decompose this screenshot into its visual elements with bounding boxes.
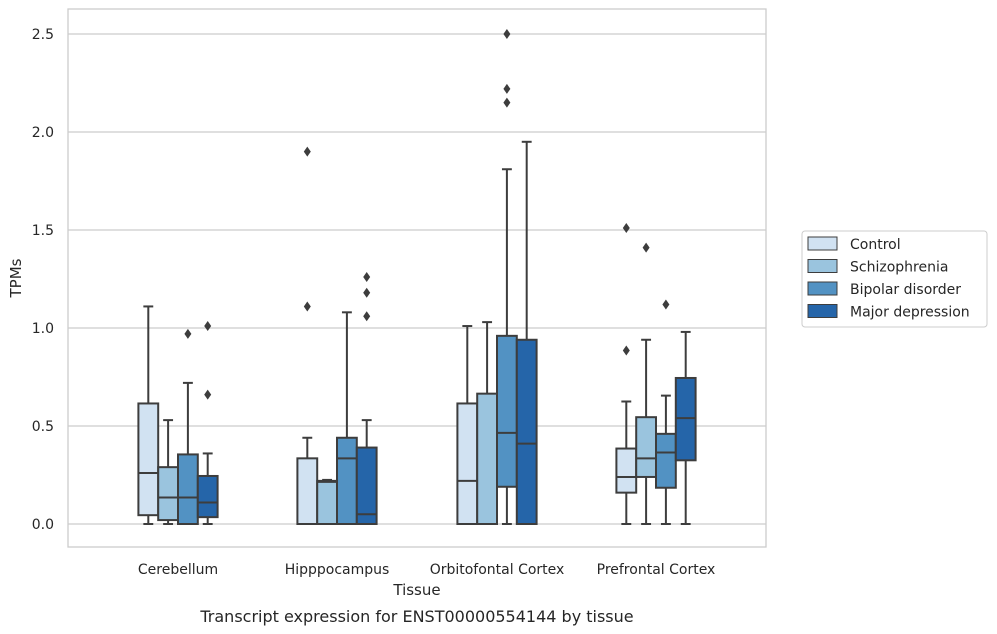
outlier-point [363,287,371,298]
legend-swatch [807,281,838,296]
legend-entry: Major depression [850,305,970,321]
box-body [316,479,339,526]
outlier-point [303,301,311,312]
y-axis-label: TPMs [7,258,25,298]
box-2-1 [476,321,499,525]
box-3-0 [615,223,638,525]
outlier-point [204,389,212,400]
y-tick-label: 2.0 [32,125,54,141]
box-body [157,466,179,522]
outlier-point [662,299,670,310]
y-tick-label: 1.0 [32,321,54,337]
outlier-point [642,242,650,253]
y-tick-label: 0.5 [32,419,54,435]
box-body [137,402,160,517]
box-1-1 [316,478,339,526]
box-body [336,436,358,526]
box-0-3 [196,321,219,525]
y-tick-label: 1.5 [32,223,54,239]
x-tick-label: Prefrontal Cortex [597,562,716,578]
box-1-3 [355,272,378,525]
legend: Control Schizophrenia Bipolar disorder Majo… [801,230,988,328]
outlier-point [503,97,511,108]
x-axis-label: Tissue [392,581,440,599]
box-body [196,474,219,519]
box-body [496,334,518,488]
legend-swatch [807,236,838,251]
chart-caption: Transcript expression for ENST0000055414… [199,607,633,626]
outlier-point [184,328,192,339]
outlier-point [363,311,371,322]
outlier-point [503,29,511,39]
box-1-0 [296,146,319,525]
legend-entry: Control [850,237,901,253]
box-body [355,446,378,525]
outlier-point [503,83,511,94]
box-0-2 [177,328,199,526]
legend-entry: Bipolar disorder [850,282,961,298]
box-3-3 [674,330,697,525]
outlier-point [303,146,311,157]
outlier-point [622,223,630,234]
box-1-2 [336,311,358,526]
box-body [476,392,499,525]
box-3-1 [635,242,658,525]
legend-swatch [807,304,838,318]
box-body [177,453,199,526]
box-body [635,416,658,478]
x-tick-label: Hipppocampus [285,562,390,578]
outlier-point [363,272,371,283]
box-2-3 [515,140,538,526]
x-tick-label: Cerebellum [138,562,218,578]
box-body [296,457,319,525]
x-tick-labels: Cerebellum Hipppocampus Orbitofontal Corte… [138,562,715,578]
plot-frame [67,8,767,548]
box-body [615,447,638,494]
legend-swatch [807,259,838,273]
outlier-point [622,345,630,356]
y-tick-labels: 0.0 0.5 1.0 1.5 2.0 2.5 [32,27,54,533]
outlier-point [204,321,212,332]
box-body [456,402,479,525]
legend-frame [801,230,988,328]
box-body [515,338,538,526]
box-0-1 [157,419,179,525]
x-tick-label: Orbitofontal Cortex [430,562,565,578]
legend-entry: Schizophrenia [850,260,948,276]
box-0-0 [137,305,160,525]
box-series [137,29,697,526]
y-tick-label: 2.5 [32,27,54,43]
box-body [655,432,677,489]
y-tick-label: 0.0 [32,517,54,533]
